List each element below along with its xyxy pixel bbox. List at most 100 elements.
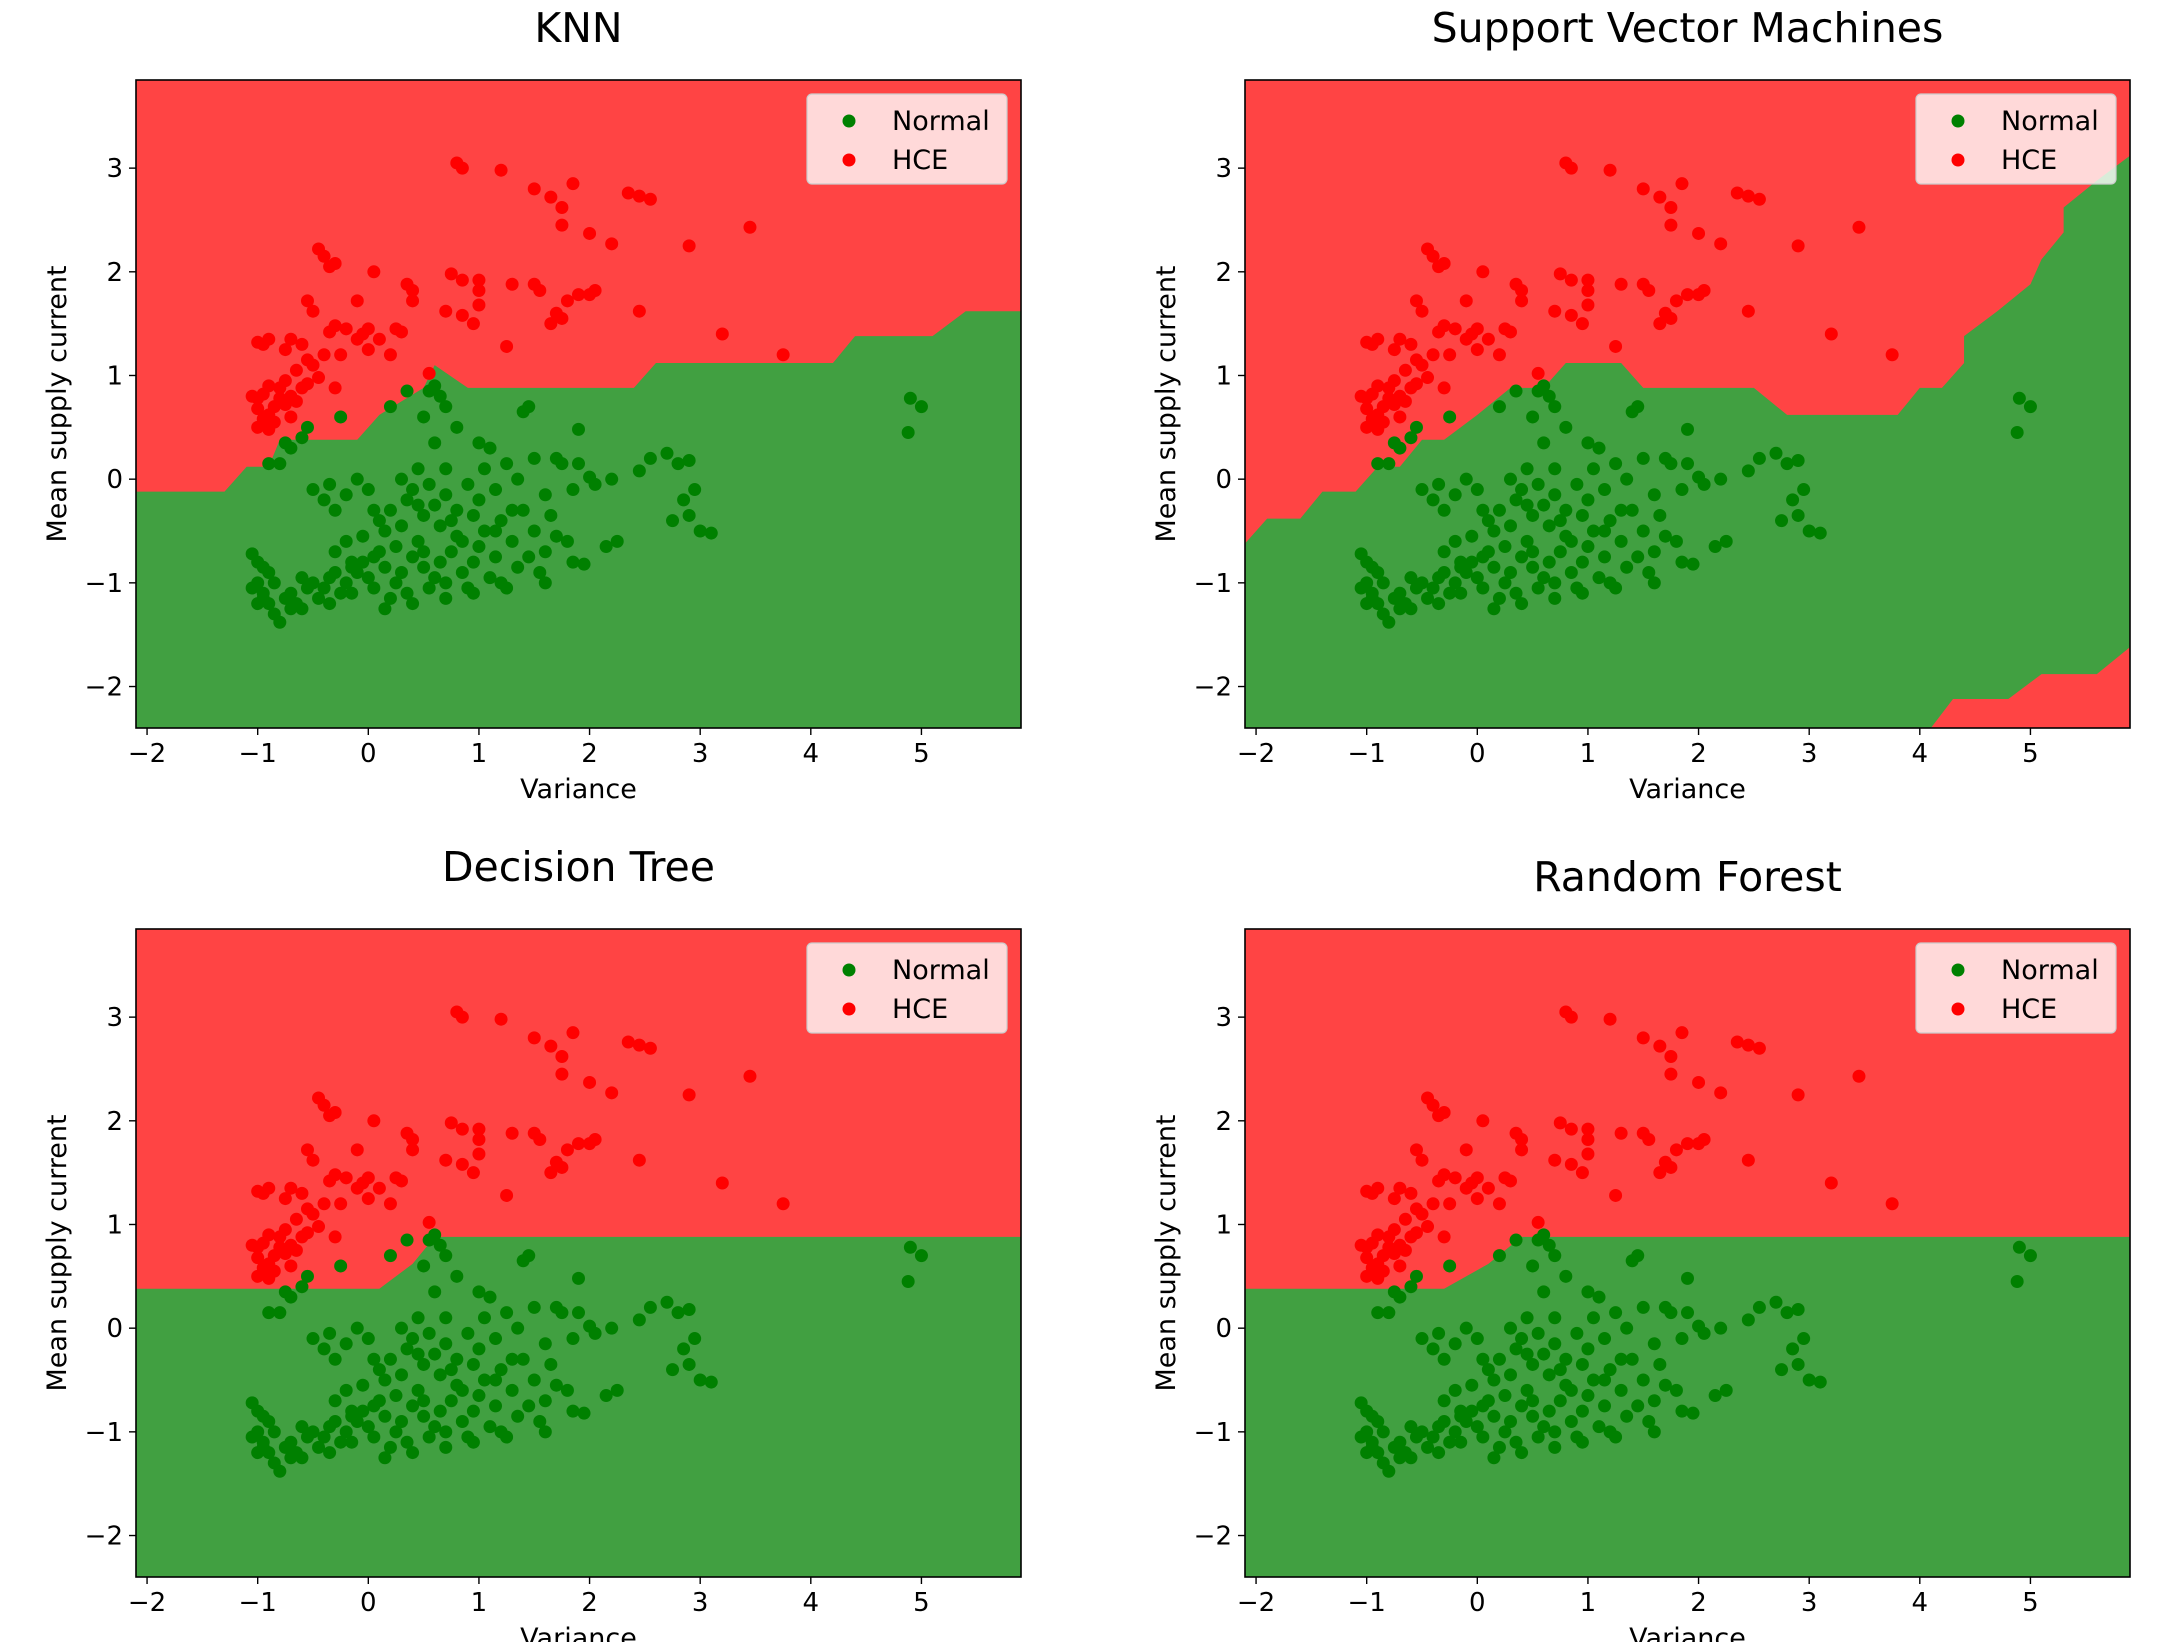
normal-point	[361, 1332, 375, 1346]
normal-point	[466, 1404, 480, 1418]
normal-point	[306, 483, 320, 497]
normal-point	[1526, 1394, 1540, 1408]
normal-point	[1443, 586, 1457, 600]
normal-point	[383, 591, 397, 605]
legend-hce-marker	[842, 153, 856, 167]
hce-point	[328, 381, 342, 395]
x-tick-label: −1	[1348, 739, 1386, 769]
normal-point	[428, 379, 442, 393]
normal-point	[1548, 1249, 1562, 1263]
normal-point	[472, 1342, 486, 1356]
normal-point	[1504, 565, 1517, 579]
hce-point	[300, 294, 314, 308]
normal-point	[317, 493, 331, 507]
normal-point	[1437, 545, 1451, 559]
normal-point	[522, 550, 536, 564]
normal-point	[500, 1430, 514, 1444]
normal-point	[1454, 1435, 1468, 1449]
hce-point	[1575, 1166, 1589, 1180]
hce-point	[555, 1160, 569, 1174]
hce-point	[289, 363, 303, 377]
normal-point	[439, 1249, 453, 1263]
legend-hce-label: HCE	[892, 145, 948, 176]
hce-point	[361, 1192, 375, 1206]
normal-point	[433, 555, 447, 569]
normal-point	[466, 508, 480, 522]
legend: Normal HCE	[806, 942, 1008, 1034]
legend-hce-marker	[1951, 153, 1965, 167]
hce-point	[1360, 402, 1374, 416]
hce-point	[1664, 1050, 1678, 1064]
hce-point	[776, 348, 790, 362]
hce-point	[472, 283, 486, 297]
normal-point	[549, 1378, 563, 1392]
normal-point	[1498, 540, 1512, 554]
normal-point	[610, 534, 624, 548]
normal-point	[1404, 1420, 1418, 1434]
normal-point	[1465, 1378, 1479, 1392]
normal-point	[1504, 1321, 1517, 1335]
hce-point	[1354, 1238, 1368, 1252]
normal-point	[1752, 451, 1766, 465]
hce-point	[1459, 1143, 1473, 1157]
hce-point	[1426, 1098, 1440, 1112]
normal-point	[345, 555, 359, 569]
normal-point	[527, 451, 541, 465]
hce-point	[1393, 1181, 1407, 1195]
hce-point	[1581, 1132, 1595, 1146]
normal-point	[1487, 560, 1501, 574]
normal-point	[666, 514, 680, 528]
plot-frame	[1244, 928, 2131, 1578]
normal-point	[1780, 1306, 1794, 1320]
normal-point	[466, 586, 480, 600]
normal-point	[494, 514, 508, 528]
hce-point	[1470, 1192, 1484, 1206]
normal-point	[489, 483, 503, 497]
normal-point	[1360, 597, 1374, 611]
normal-point	[422, 1430, 436, 1444]
normal-point	[472, 493, 486, 507]
normal-point	[677, 1342, 691, 1356]
normal-point	[345, 1404, 359, 1418]
normal-point	[1542, 389, 1556, 403]
hce-point	[300, 377, 314, 391]
normal-point	[262, 457, 276, 471]
normal-point	[1515, 597, 1529, 611]
x-tick-label: 3	[1801, 1588, 1818, 1618]
hce-point	[544, 1039, 558, 1053]
normal-point	[406, 550, 420, 564]
normal-point	[1548, 1440, 1562, 1454]
normal-point	[1609, 581, 1623, 595]
hce-point	[1421, 1220, 1435, 1234]
hce-point	[284, 1259, 298, 1273]
hce-point	[1409, 1143, 1423, 1157]
normal-point	[395, 472, 408, 486]
hce-point	[1398, 394, 1412, 408]
hce-point	[500, 1188, 514, 1202]
normal-point	[312, 591, 326, 605]
hce-point	[1443, 1197, 1457, 1211]
normal-point	[1409, 1269, 1423, 1283]
normal-point	[1393, 1435, 1407, 1449]
normal-point	[411, 498, 425, 512]
normal-point	[439, 576, 453, 590]
hce-point	[339, 1171, 353, 1185]
x-tick-label: 2	[1690, 1588, 1707, 1618]
normal-point	[472, 436, 486, 450]
plot-area	[136, 929, 1021, 1577]
hce-point	[1515, 1143, 1529, 1157]
hce-point	[1360, 420, 1374, 434]
hce-point	[1730, 186, 1744, 200]
y-axis-label: Mean supply current	[1151, 1114, 1182, 1391]
normal-point	[367, 581, 381, 595]
hce-point	[1692, 226, 1706, 240]
hce-point	[1415, 1207, 1429, 1221]
normal-point	[1448, 534, 1462, 548]
legend-box	[1915, 942, 2117, 1034]
normal-point	[522, 400, 536, 414]
hce-point	[632, 1038, 646, 1052]
normal-point	[688, 483, 702, 497]
normal-point	[1537, 1347, 1551, 1361]
normal-point	[1443, 1435, 1457, 1449]
normal-point	[1575, 555, 1589, 569]
